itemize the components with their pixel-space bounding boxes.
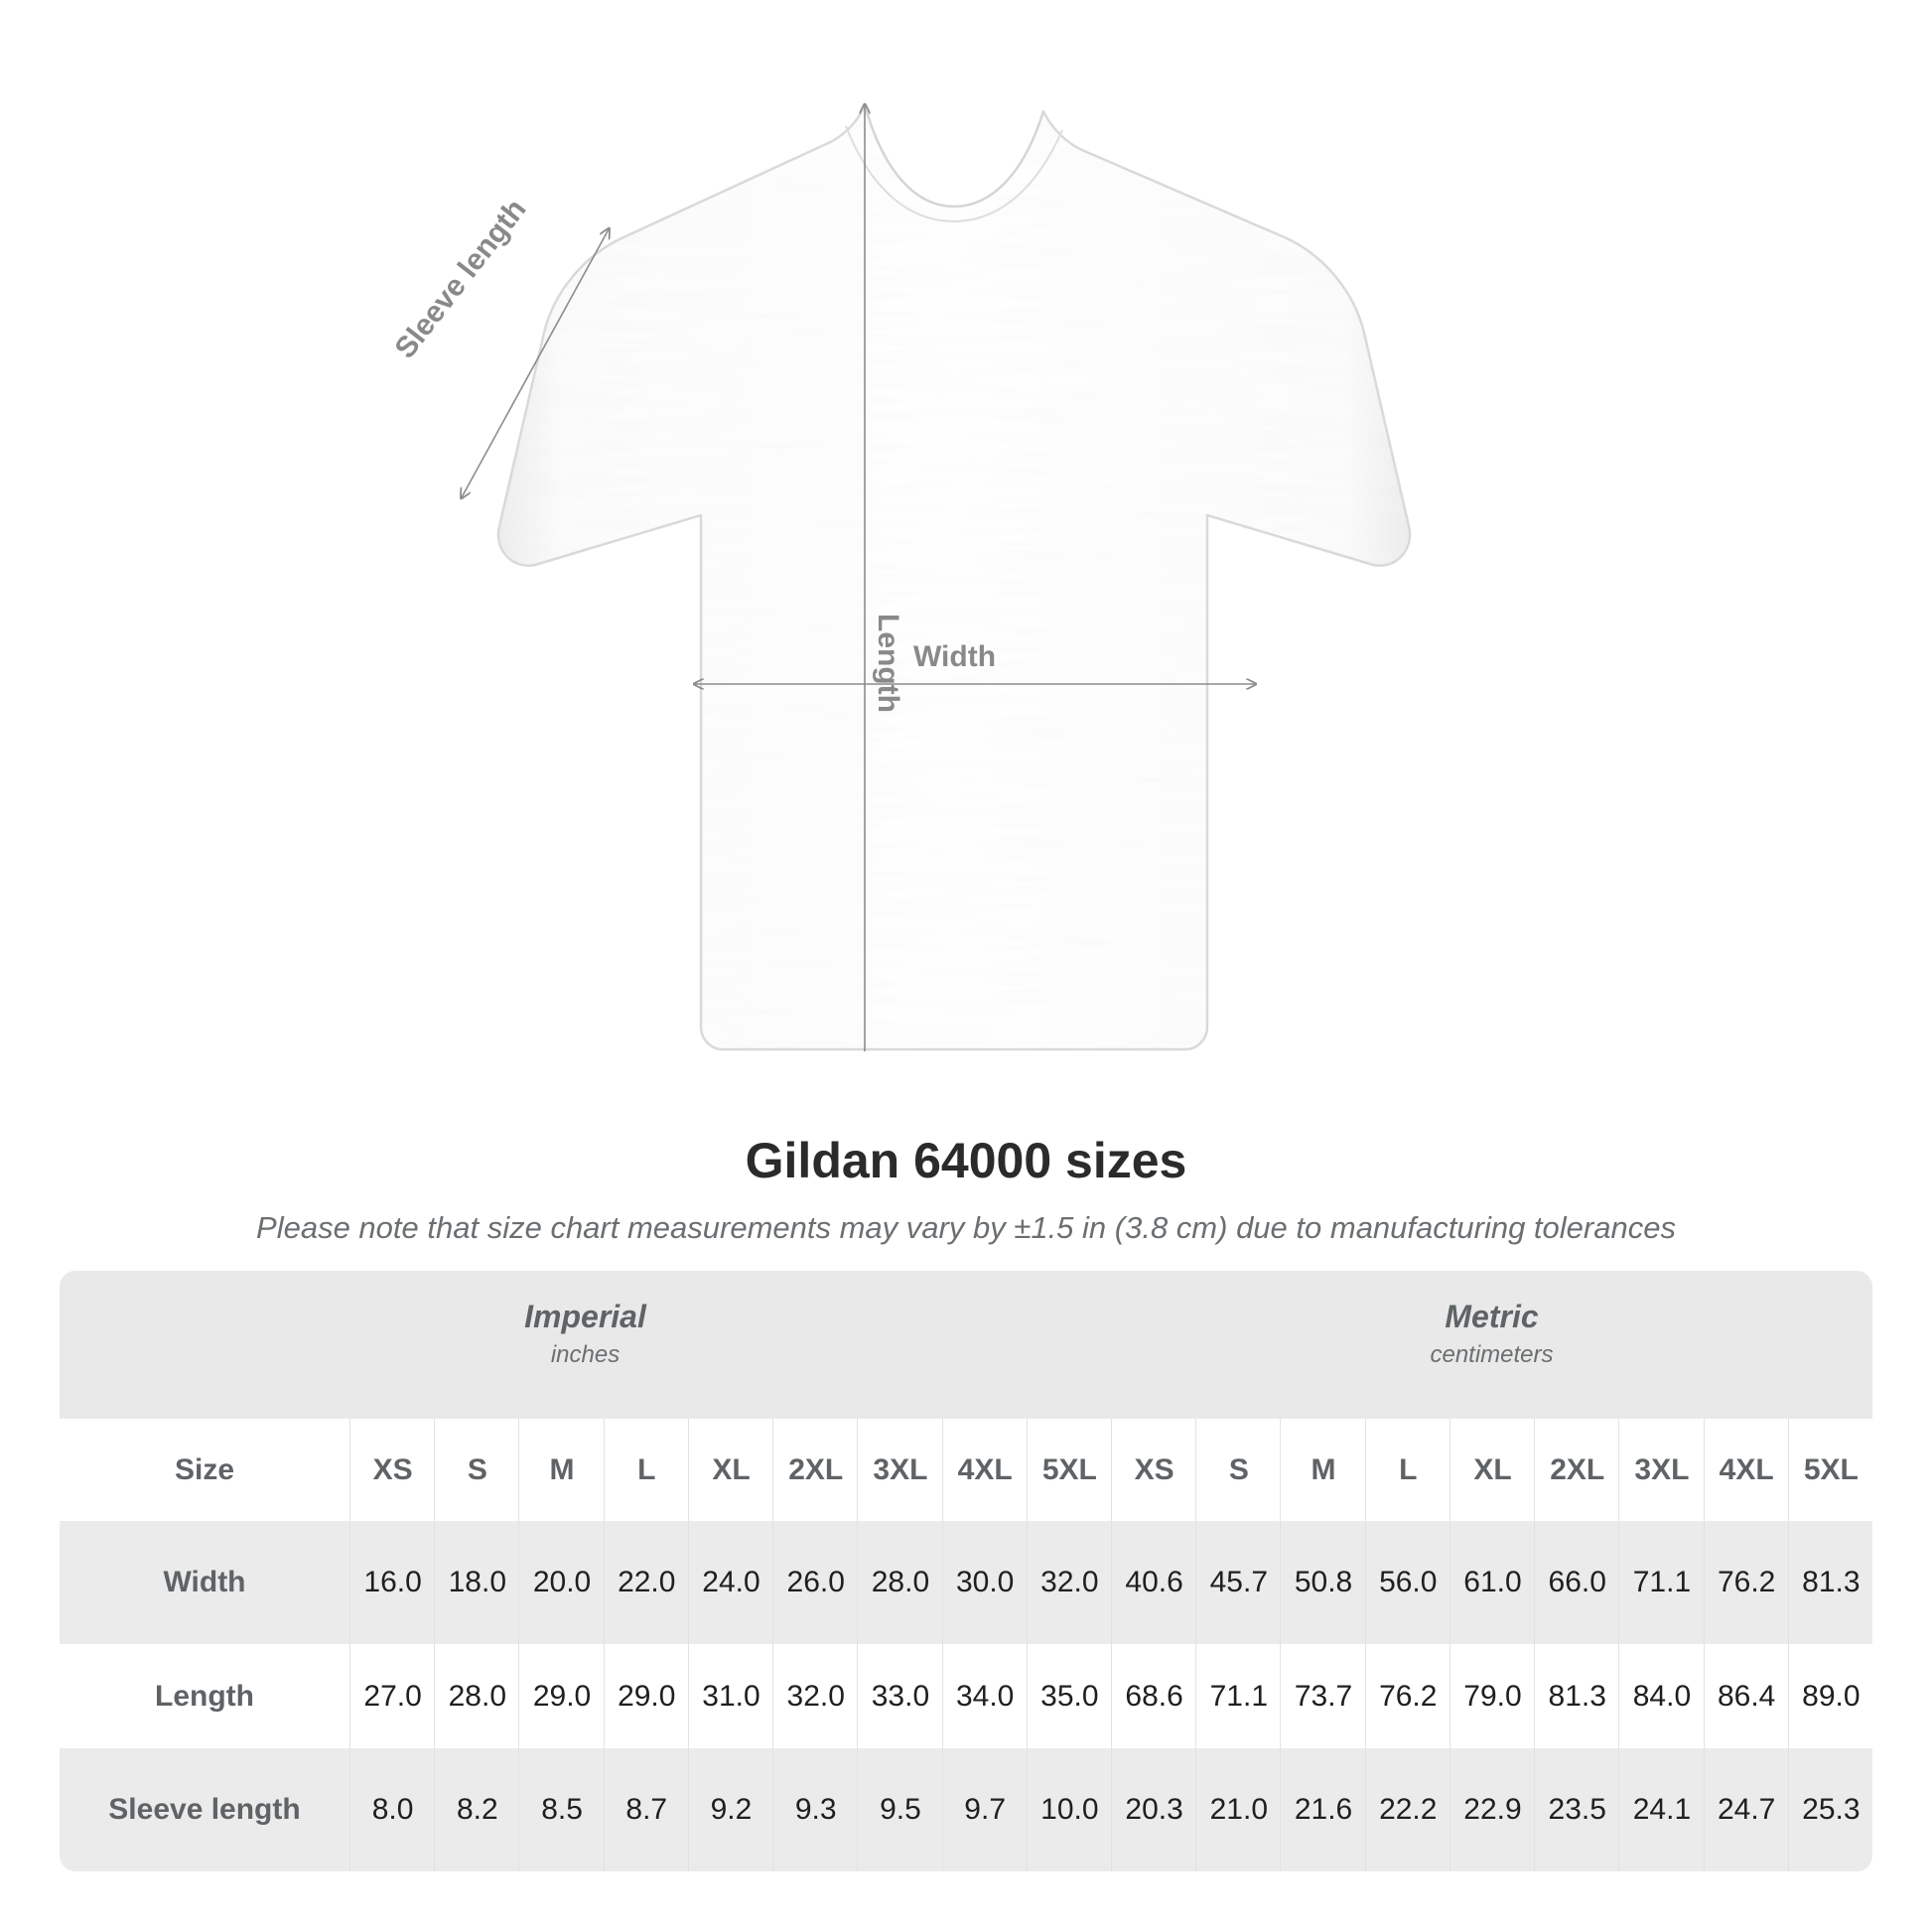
svg-text:Sleeve length: Sleeve length [389, 194, 533, 365]
svg-text:Length: Length [872, 614, 904, 713]
svg-text:Width: Width [913, 640, 996, 673]
